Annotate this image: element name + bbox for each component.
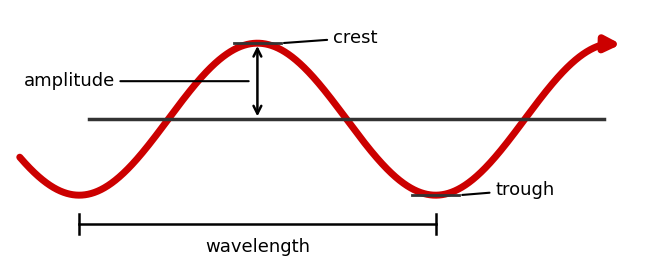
Text: wavelength: wavelength — [205, 238, 310, 256]
Text: amplitude: amplitude — [24, 72, 249, 90]
Text: trough: trough — [462, 181, 554, 199]
Text: crest: crest — [284, 29, 377, 47]
